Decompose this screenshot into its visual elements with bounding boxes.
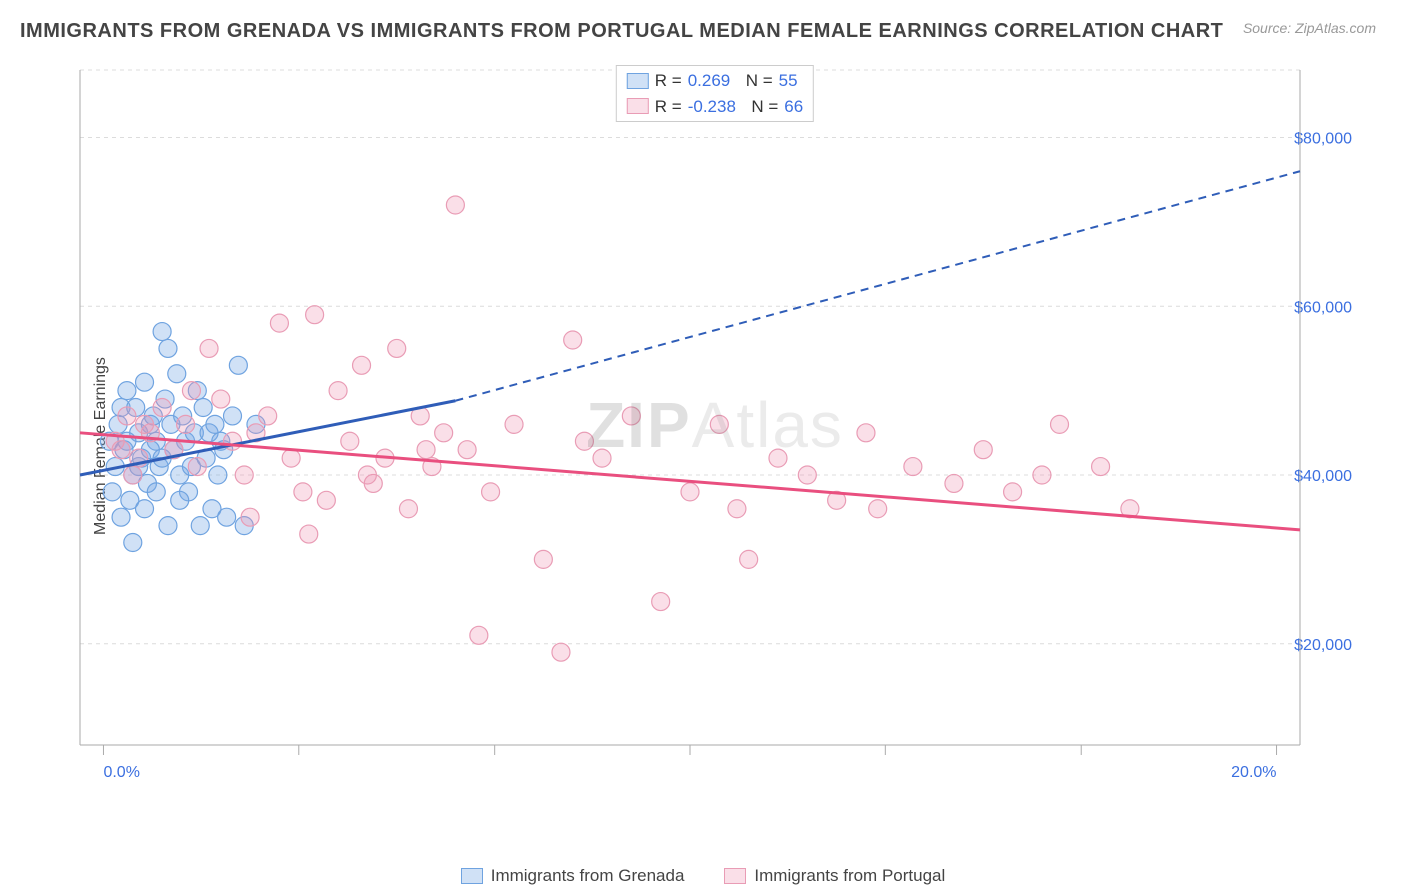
legend-item: Immigrants from Grenada [461,866,685,886]
svg-text:20.0%: 20.0% [1231,764,1276,781]
source-label: Source: ZipAtlas.com [1243,20,1376,36]
legend-item: Immigrants from Portugal [724,866,945,886]
series-legend: Immigrants from Grenada Immigrants from … [0,866,1406,886]
legend-row: R = -0.238 N = 66 [627,94,803,120]
r-value: -0.238 [688,94,736,120]
correlation-legend: R = 0.269 N = 55 R = -0.238 N = 66 [616,65,814,122]
chart-title: IMMIGRANTS FROM GRENADA VS IMMIGRANTS FR… [20,20,1223,43]
swatch-icon [461,868,483,884]
svg-text:0.0%: 0.0% [103,764,139,781]
chart-plot-area: $20,000$40,000$60,000$80,0000.0%20.0% ZI… [70,65,1360,785]
r-label: R = [655,68,682,94]
svg-text:$60,000: $60,000 [1294,299,1352,316]
legend-row: R = 0.269 N = 55 [627,68,803,94]
series-name: Immigrants from Grenada [491,866,685,886]
series-name: Immigrants from Portugal [754,866,945,886]
swatch-icon [724,868,746,884]
svg-text:$40,000: $40,000 [1294,468,1352,485]
r-value: 0.269 [688,68,731,94]
svg-text:$20,000: $20,000 [1294,637,1352,654]
n-label: N = [736,68,772,94]
swatch-icon [627,98,649,114]
n-value: 66 [784,94,803,120]
swatch-icon [627,73,649,89]
n-value: 55 [779,68,798,94]
svg-text:$80,000: $80,000 [1294,131,1352,148]
scatter-svg: $20,000 $40,000 $60,000 $80,000 0.0% 20.0% [70,65,1360,785]
r-label: R = [655,94,682,120]
n-label: N = [742,94,778,120]
